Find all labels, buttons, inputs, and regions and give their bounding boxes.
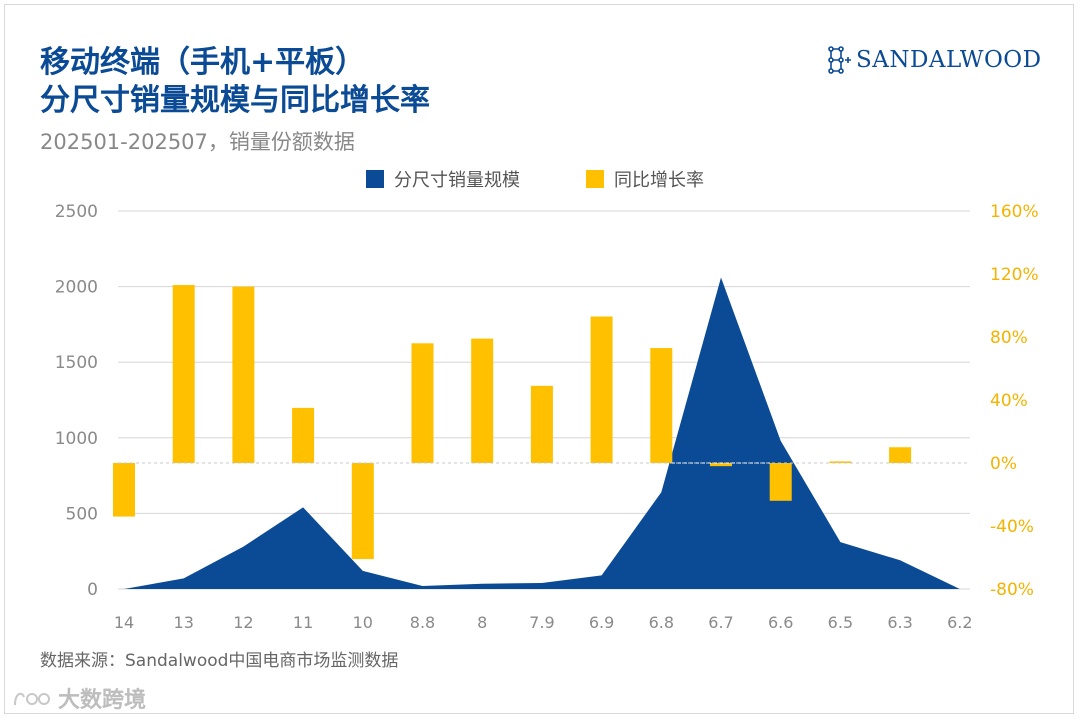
growth-bar (710, 463, 732, 467)
right-tick-label: 40% (990, 391, 1028, 411)
volume-area (124, 277, 960, 589)
legend-label-volume: 分尺寸销量规模 (394, 170, 520, 191)
x-tick-label: 6.6 (768, 613, 793, 632)
left-tick-label: 1500 (55, 353, 98, 373)
legend-label-growth: 同比增长率 (614, 170, 704, 191)
volume-area-series (124, 277, 960, 589)
growth-bar (471, 338, 494, 463)
watermark-icon (14, 692, 50, 706)
x-tick-label: 12 (233, 613, 253, 632)
legend-swatch-growth (586, 170, 604, 188)
right-axis: -80% -40% 0% 40% 80% 120% 160% (990, 202, 1039, 600)
x-tick-label: 8.8 (410, 613, 435, 632)
legend-swatch-volume (366, 170, 384, 188)
x-tick-label: 6.8 (649, 613, 674, 632)
x-tick-label: 6.9 (589, 613, 614, 632)
x-tick-label: 8 (477, 613, 487, 632)
left-tick-label: 0 (87, 580, 98, 600)
right-tick-label: -80% (990, 580, 1034, 600)
watermark: 大数跨境 (12, 682, 146, 714)
x-tick-label: 6.3 (887, 613, 912, 632)
growth-bar (351, 463, 374, 560)
x-tick-label: 7.9 (529, 613, 554, 632)
data-source-note: 数据来源：Sandalwood中国电商市场监测数据 (40, 651, 399, 671)
chart-legend: 分尺寸销量规模 同比增长率 (0, 166, 1080, 192)
page-subtitle: 202501-202507，销量份额数据 (40, 130, 355, 154)
slide-frame (4, 4, 1074, 714)
growth-bar (769, 463, 792, 501)
left-axis: 0 500 1000 1500 2000 2500 (55, 202, 98, 600)
right-tick-label: 160% (990, 202, 1039, 222)
growth-bar (172, 285, 195, 463)
growth-bar (889, 447, 912, 463)
x-tick-label: 10 (353, 613, 373, 632)
sandalwood-logo: SANDALWOOD (826, 42, 1042, 78)
watermark-text: 大数跨境 (58, 688, 147, 713)
growth-bar (650, 348, 673, 463)
left-tick-label: 2000 (55, 278, 98, 298)
left-tick-label: 2500 (55, 202, 98, 222)
growth-bar (232, 286, 255, 463)
x-tick-label: 6.2 (947, 613, 972, 632)
page-title: 移动终端（手机+平板） 分尺寸销量规模与同比增长率 (40, 44, 430, 120)
left-tick-label: 500 (66, 504, 98, 524)
growth-bar (292, 407, 315, 463)
x-tick-label: 13 (174, 613, 194, 632)
logo-text: SANDALWOOD (856, 47, 1042, 73)
growth-bar-series (113, 285, 912, 560)
right-tick-label: 120% (990, 265, 1039, 285)
growth-bar (530, 385, 553, 463)
right-tick-label: 80% (990, 328, 1028, 348)
x-tick-label: 11 (293, 613, 313, 632)
left-tick-label: 1000 (55, 429, 98, 449)
sandalwood-logo-icon (828, 46, 851, 74)
legend-item-growth: 同比增长率 (586, 166, 704, 192)
title-line-1: 移动终端（手机+平板） (40, 45, 366, 80)
growth-bar (113, 463, 135, 517)
growth-bar (829, 461, 852, 463)
right-tick-label: -40% (990, 517, 1034, 537)
x-axis: 14 13 12 11 10 8.8 8 7.9 6.9 6.8 6.7 6.6 6.5 6.3 6.2 (114, 613, 973, 632)
right-tick-label: 0% (990, 454, 1017, 474)
growth-bar (590, 316, 613, 463)
x-tick-label: 6.5 (828, 613, 853, 632)
growth-bar (411, 343, 434, 463)
title-line-2: 分尺寸销量规模与同比增长率 (40, 83, 430, 118)
legend-item-volume: 分尺寸销量规模 (366, 166, 520, 192)
x-tick-label: 14 (114, 613, 134, 632)
x-tick-label: 6.7 (708, 613, 733, 632)
